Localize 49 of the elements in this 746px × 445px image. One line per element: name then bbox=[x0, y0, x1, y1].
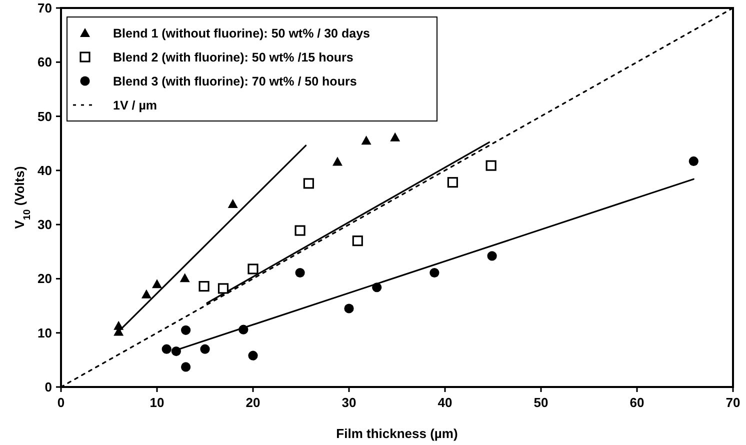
y-tick-label: 10 bbox=[38, 325, 52, 340]
point bbox=[487, 251, 497, 261]
y-tick-label: 60 bbox=[38, 54, 52, 70]
point bbox=[218, 283, 229, 294]
point bbox=[361, 136, 372, 145]
point bbox=[430, 268, 440, 278]
point bbox=[228, 198, 238, 208]
x-tick-label: 10 bbox=[150, 395, 164, 410]
x-axis-title: Film thickness (µm) bbox=[336, 426, 458, 441]
x-tick-label: 70 bbox=[726, 395, 740, 410]
point bbox=[352, 236, 363, 246]
point bbox=[200, 344, 210, 354]
point bbox=[181, 325, 191, 335]
point bbox=[332, 156, 342, 166]
point bbox=[198, 280, 210, 292]
point bbox=[171, 346, 181, 356]
point bbox=[152, 279, 162, 288]
point bbox=[181, 362, 191, 372]
point bbox=[295, 268, 305, 278]
point bbox=[248, 264, 258, 274]
y-tick-label: 50 bbox=[38, 108, 52, 124]
point bbox=[688, 156, 698, 166]
point bbox=[344, 304, 354, 314]
point bbox=[141, 289, 152, 298]
point bbox=[248, 350, 258, 360]
point bbox=[294, 225, 306, 236]
legend-label: Blend 3 (with fluorine): 70 wt% / 50 hours bbox=[113, 74, 357, 88]
x-tick-label: 0 bbox=[57, 395, 65, 410]
legend-label: Blend 1 (without fluorine): 50 wt% / 30 days bbox=[113, 26, 370, 40]
x-tick-label: 40 bbox=[438, 395, 452, 410]
point bbox=[447, 177, 458, 188]
legend-label: 1V / µm bbox=[113, 98, 158, 112]
point bbox=[303, 178, 314, 189]
x-tick-label: 60 bbox=[630, 395, 644, 410]
point bbox=[486, 160, 496, 171]
point bbox=[162, 344, 172, 354]
x-tick-label: 30 bbox=[342, 395, 356, 410]
y-tick-label: 20 bbox=[38, 271, 52, 286]
legend-label: Blend 2 (with fluorine): 50 wt% /15 hours bbox=[113, 50, 354, 64]
y-tick-label: 40 bbox=[38, 162, 52, 178]
y-tick-label: 30 bbox=[38, 217, 52, 232]
point bbox=[238, 324, 248, 334]
point bbox=[180, 273, 190, 282]
point bbox=[390, 132, 400, 142]
y-tick-label: 0 bbox=[44, 380, 52, 394]
x-tick-label: 20 bbox=[246, 395, 260, 410]
y-tick-label: 70 bbox=[38, 0, 52, 16]
x-tick-label: 50 bbox=[534, 395, 548, 410]
point bbox=[372, 282, 382, 292]
